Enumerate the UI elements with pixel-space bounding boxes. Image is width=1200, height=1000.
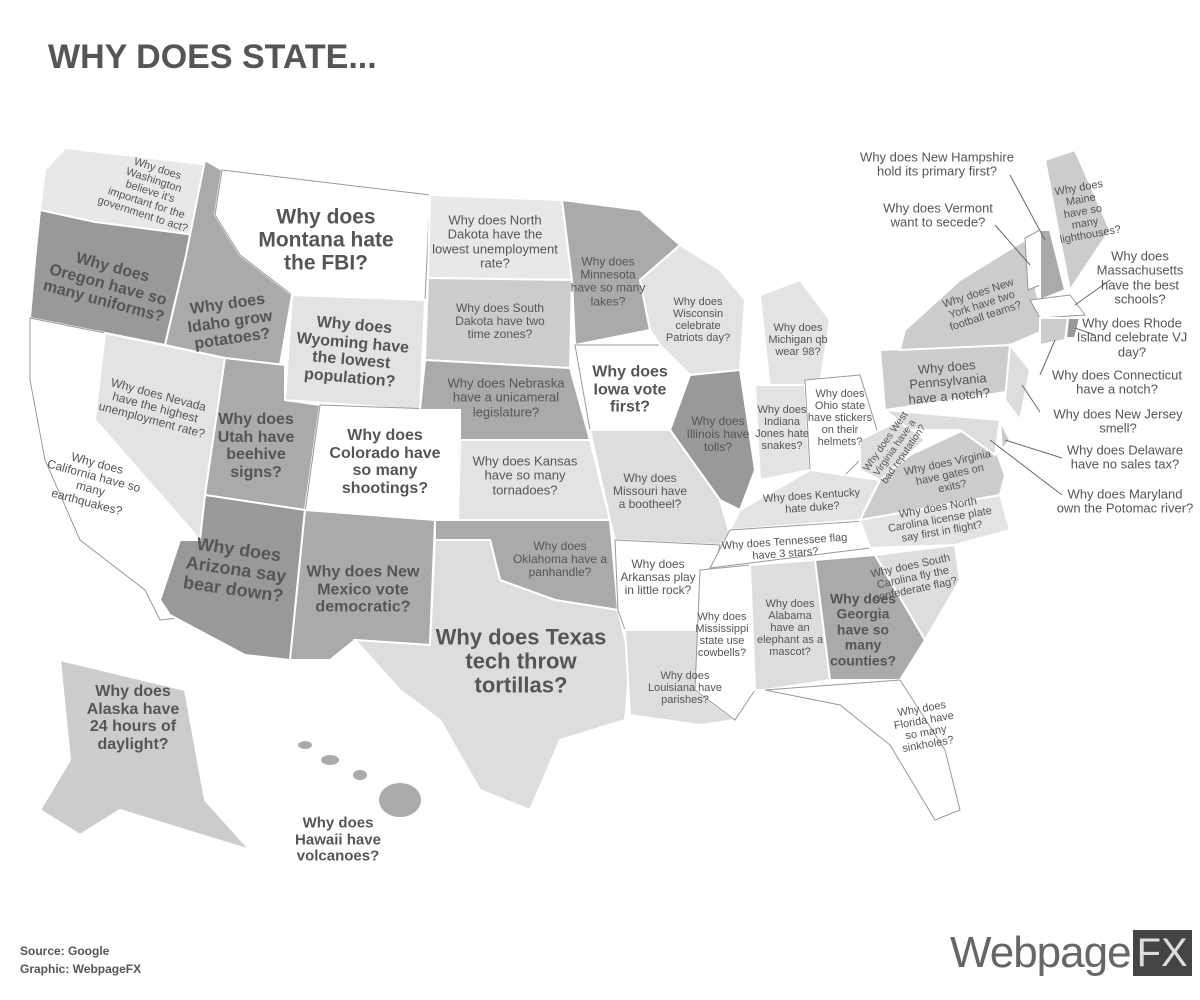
annotation: Why does New Jersey smell? (1053, 406, 1183, 436)
state-label: Why does Colorado have so many shootings… (329, 426, 441, 497)
state-label: Why does Wyoming have the lowest populat… (295, 313, 410, 391)
state-label: Why does Minnesota have so many lakes? (570, 254, 646, 309)
state-label: Why does Georgia have so many counties? (829, 590, 897, 669)
annotation: Why does Rhode Island celebrate VJ day? (1076, 315, 1188, 360)
state-label: Why does Alabama have an elephant as a m… (756, 597, 824, 659)
annotation: Why does Massachusetts have the best sch… (1096, 248, 1184, 307)
state-label: Why does Arkansas play in little rock? (620, 557, 696, 598)
state-label: Why does Utah have beehive signs? (217, 410, 295, 481)
source: Source: Google (20, 944, 110, 958)
annotation: Why does Vermont want to secede? (883, 200, 993, 230)
state-label: Why does Texas tech throw tortillas? (435, 624, 607, 699)
state-label: Why does Iowa vote first? (592, 363, 668, 416)
state-label: Why does Hawaii have volcanoes? (295, 814, 381, 865)
state-label: Why does Alaska have 24 hours of dayligh… (86, 682, 180, 753)
state-label: Why does New Mexico vote democratic? (306, 563, 420, 616)
leader-lines (989, 174, 1111, 496)
state-label: Why does Kansas have so many tornadoes? (472, 453, 578, 498)
state-label: Why does Maine have so many lighthouses? (1053, 177, 1122, 247)
logo-main: Webpage (950, 928, 1132, 977)
state-label: Why does Indiana Jones hate snakes? (755, 403, 809, 453)
states (28, 146, 1112, 853)
annotation: Why does Delaware have no sales tax? (1066, 442, 1184, 472)
state-label: Why does Wisconsin celebrate Patriots da… (665, 295, 731, 345)
state-label: Why does South Dakota have two time zone… (455, 301, 545, 342)
state-label: Why does Ohio state have stickers on the… (807, 387, 873, 449)
state-label: Why does Oklahoma have a panhandle? (512, 539, 608, 580)
state-label: Why does Mississippi state use cowbells? (695, 610, 749, 660)
state-label: Why does Michigan qb wear 98? (768, 321, 828, 359)
title: WHY DOES STATE... (48, 38, 377, 76)
state-label: Why does Illinois have tolls? (686, 414, 750, 455)
annotation: Why does Maryland own the Potomac river? (1056, 486, 1194, 516)
state-label: Why does Nebraska have a unicameral legi… (447, 375, 565, 420)
logo-accent: FX (1132, 930, 1192, 976)
logo: Webpage FX (950, 928, 1192, 978)
state-label: Why does Pennsylvania have a notch? (907, 357, 991, 407)
annotation: Why does New Hampshire hold its primary … (860, 149, 1014, 179)
credit: Graphic: WebpageFX (20, 962, 142, 976)
state-label: Why does North Dakota have the lowest un… (432, 212, 558, 271)
state-label: Why does Louisiana have parishes? (647, 669, 722, 707)
annotation: Why does Connecticut have a notch? (1051, 367, 1183, 397)
state-label: Why does Montana hate the FBI? (258, 205, 394, 275)
state-label: Why does Missouri have a bootheel? (612, 471, 688, 512)
